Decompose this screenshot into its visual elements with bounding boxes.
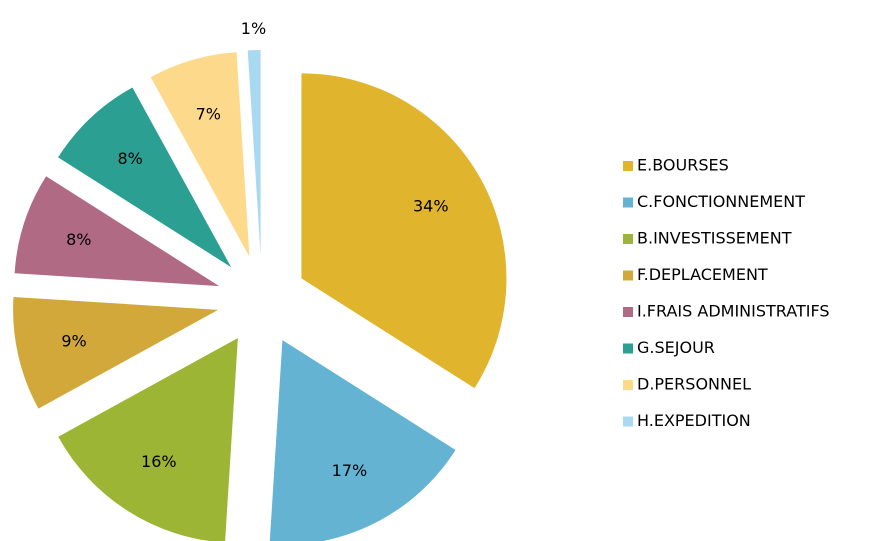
data-label: 17% xyxy=(332,461,368,480)
legend-label: B.INVESTISSEMENT xyxy=(637,229,792,248)
pie-slice xyxy=(301,73,507,389)
legend-swatch xyxy=(623,270,633,281)
legend-label: E.BOURSES xyxy=(637,156,729,175)
legend-swatch xyxy=(623,380,633,390)
data-label: 34% xyxy=(413,197,449,216)
legend-swatch xyxy=(623,416,633,427)
data-label: 16% xyxy=(141,452,177,471)
data-label: 8% xyxy=(66,230,91,249)
legend-swatch xyxy=(623,161,633,171)
legend-label: G.SEJOUR xyxy=(637,338,715,357)
legend-swatch xyxy=(623,197,633,208)
legend-swatch xyxy=(623,343,633,354)
pie-slice xyxy=(14,176,220,287)
legend-label: C.FONCTIONNEMENT xyxy=(637,192,805,211)
pie-slice xyxy=(58,337,238,541)
data-label: 1% xyxy=(241,19,266,38)
pie-slice xyxy=(269,340,456,541)
legend-label: D.PERSONNEL xyxy=(637,375,751,394)
pie-slice xyxy=(58,87,232,268)
data-label: 8% xyxy=(117,149,142,168)
legend-swatch xyxy=(623,234,633,244)
legend-swatch xyxy=(623,307,633,317)
data-label: 7% xyxy=(196,105,221,124)
pie-slice xyxy=(150,52,250,257)
data-label: 9% xyxy=(61,332,86,351)
legend-label: I.FRAIS ADMINISTRATIFS xyxy=(637,302,830,321)
pie-slice xyxy=(247,50,261,256)
legend-label: F.DEPLACEMENT xyxy=(637,265,768,284)
legend-label: H.EXPEDITION xyxy=(637,411,751,430)
pie-slice xyxy=(13,296,219,409)
